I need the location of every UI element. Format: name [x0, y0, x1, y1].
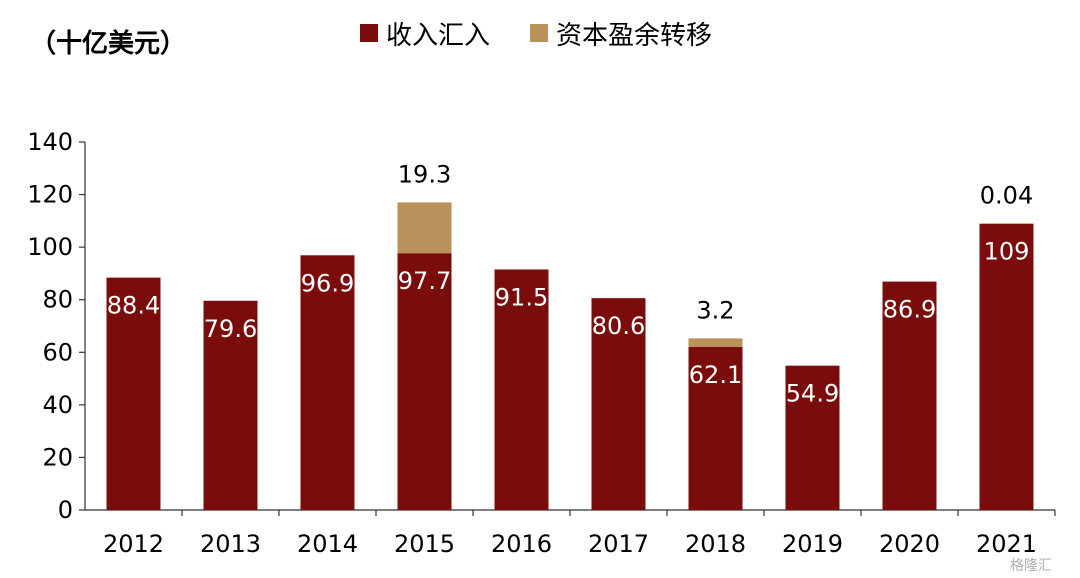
data-label-income: 86.9	[883, 296, 936, 324]
y-tick-label: 80	[42, 286, 73, 314]
data-label-income: 54.9	[786, 380, 839, 408]
data-label-income: 97.7	[398, 267, 451, 295]
bar-income	[397, 253, 452, 510]
x-tick-label: 2019	[782, 530, 843, 558]
x-tick-label: 2014	[297, 530, 358, 558]
bar-capital	[979, 223, 1034, 224]
bar-capital	[688, 338, 743, 347]
watermark: 格隆汇	[1010, 558, 1052, 574]
bar-income	[591, 298, 646, 510]
x-tick-label: 2016	[491, 530, 552, 558]
y-axis: 0 20 40 60 80 100 120 140	[27, 128, 86, 524]
x-tick-label: 2021	[976, 530, 1037, 558]
x-tick-label: 2017	[588, 530, 649, 558]
x-tick-label: 2012	[103, 530, 164, 558]
data-labels: 88.4 79.6 96.9 97.7 19.3 91.5 80.6 62.1 3.2 54.9 8…	[107, 160, 1033, 407]
bar-income	[300, 255, 355, 510]
bar-capital	[397, 202, 452, 254]
y-tick-label: 60	[42, 338, 73, 366]
y-tick-label: 140	[27, 128, 73, 156]
legend-swatch-capital	[530, 24, 548, 42]
legend-label-income: 收入汇入	[386, 21, 490, 51]
x-axis: 2012 2013 2014 2015 2016 2017 2018 2019 2020 2021	[85, 509, 1056, 558]
y-tick-label: 40	[42, 391, 73, 419]
y-tick-label: 120	[27, 181, 73, 209]
data-label-capital: 19.3	[398, 160, 451, 188]
legend: 收入汇入 资本盈余转移	[360, 21, 712, 51]
data-label-income: 91.5	[495, 283, 548, 311]
data-label-income: 79.6	[204, 315, 257, 343]
data-label-income: 96.9	[301, 269, 354, 297]
bar-income	[203, 300, 258, 510]
data-label-income: 62.1	[689, 361, 742, 389]
x-tick-label: 2015	[394, 530, 455, 558]
y-tick-label: 20	[42, 443, 73, 471]
bar-income	[688, 346, 743, 510]
y-tick-label: 0	[58, 496, 73, 524]
unit-label: （十亿美元）	[30, 28, 186, 59]
x-tick-label: 2013	[200, 530, 261, 558]
data-label-income: 80.6	[592, 312, 645, 340]
bar-income	[882, 281, 937, 510]
legend-swatch-income	[360, 24, 378, 42]
bar-income	[785, 365, 840, 510]
data-label-income: 88.4	[107, 292, 160, 320]
y-tick-label: 100	[27, 233, 73, 261]
x-tick-label: 2020	[879, 530, 940, 558]
x-tick-label: 2018	[685, 530, 746, 558]
bars	[106, 202, 1034, 510]
legend-label-capital: 资本盈余转移	[556, 21, 712, 51]
data-label-capital: 0.04	[980, 181, 1033, 209]
bar-income	[979, 223, 1034, 510]
bar-income	[106, 277, 161, 510]
bar-income	[494, 269, 549, 510]
data-label-capital: 3.2	[696, 296, 734, 324]
data-label-income: 109	[984, 237, 1030, 265]
